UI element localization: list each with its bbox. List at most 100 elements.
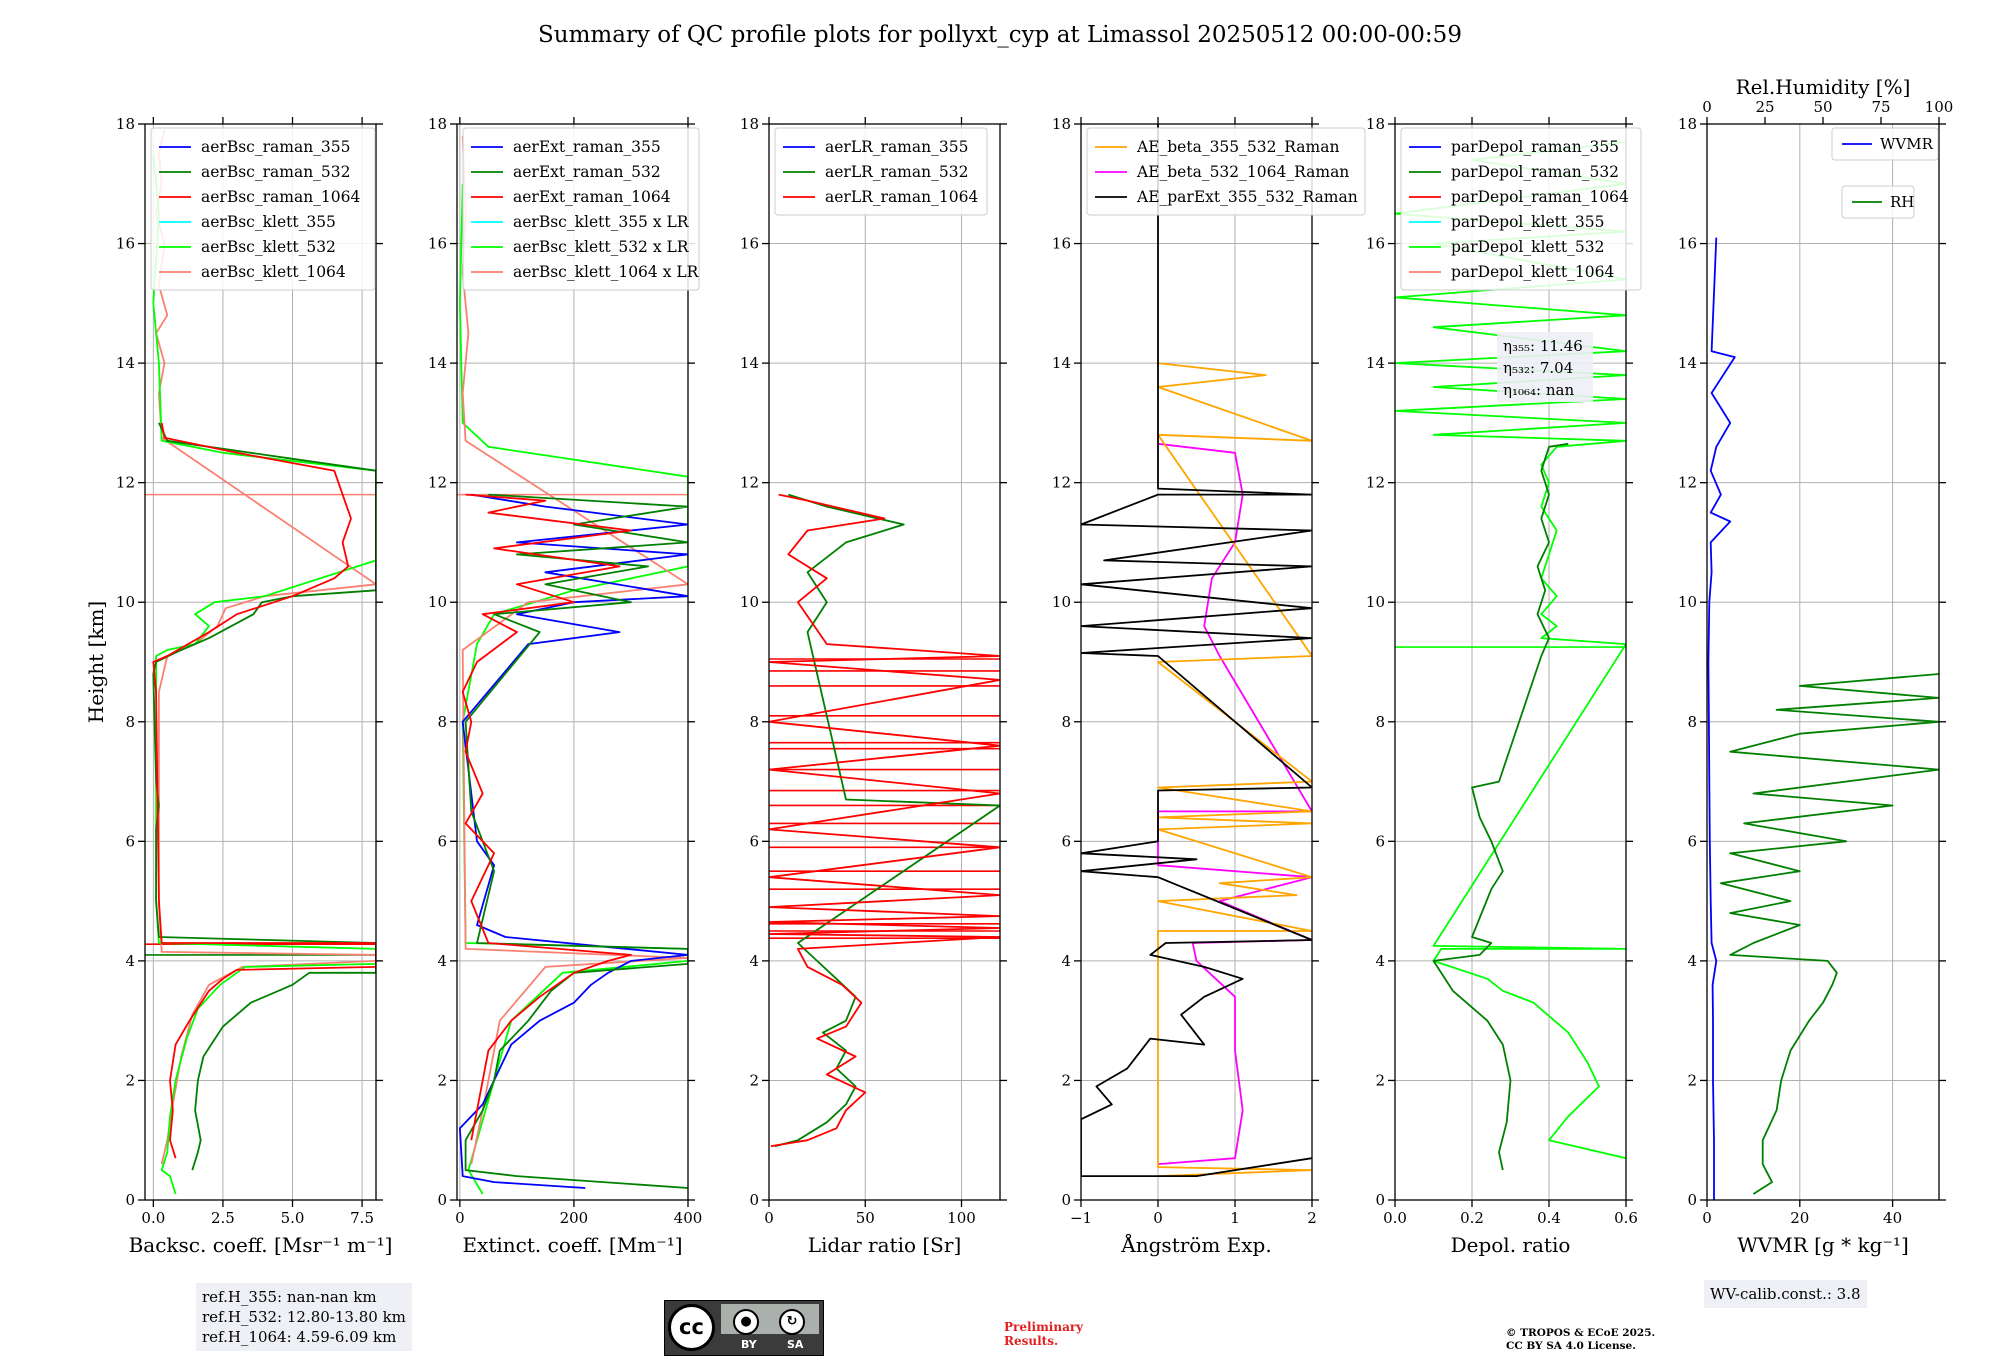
series-rh (1720, 673, 1939, 1195)
series-pardepol-raman-532 (1432, 442, 1569, 1171)
legend-label: aerLR_raman_532 (825, 163, 968, 181)
data-area-bsc (145, 129, 376, 1195)
legend-label: parDepol_klett_355 (1451, 213, 1604, 231)
y-tick-label: 12 (1366, 474, 1385, 492)
legend-label: aerLR_raman_355 (825, 138, 968, 156)
x-tick-label: 0 (1153, 1209, 1163, 1227)
series-aerext-raman-532 (464, 493, 688, 1189)
license-icon-strip: ● ↻ (721, 1304, 819, 1335)
y-tick-label: 18 (116, 115, 135, 133)
legend-box (1831, 127, 1939, 161)
top-x-axis-label: Rel.Humidity [%] (1736, 75, 1911, 99)
y-tick-label: 16 (1678, 235, 1697, 253)
y-tick-label: 16 (116, 235, 135, 253)
y-tick-label: 8 (1687, 713, 1697, 731)
legend-label: aerBsc_klett_355 x LR (513, 213, 690, 231)
series-aerbsc-raman-1064 (152, 422, 376, 1159)
legend-label: aerExt_raman_355 (513, 138, 661, 156)
eta-annotation: η₁₀₆₄: nan (1503, 381, 1574, 399)
y-tick-label: 14 (740, 354, 759, 372)
y-tick-label: 18 (428, 115, 447, 133)
eta-annotation: η₃₅₅: 11.46 (1503, 337, 1583, 355)
y-tick-label: 6 (437, 832, 447, 850)
y-tick-label: 6 (1687, 832, 1697, 850)
copyright-note: © TROPOS & ECoE 2025. CC BY SA 4.0 Licen… (1506, 1327, 1655, 1353)
series-pardepol-klett-532 (1395, 141, 1626, 1160)
y-tick-label: 0 (125, 1191, 135, 1209)
y-tick-label: 0 (437, 1191, 447, 1209)
axes-frame (1706, 123, 1940, 1201)
series-aerext-raman-1064 (461, 493, 632, 1141)
y-tick-label: 2 (1061, 1071, 1071, 1089)
panel-lr: 0 50 100 0 2 4 6 8 10 12 14 16 18 Lidar ratio [Sr] aer… (740, 115, 1007, 1257)
y-tick-label: 16 (428, 235, 447, 253)
x-tick-label: 200 (560, 1209, 589, 1227)
x-axis-label: Ångström Exp. (1120, 1232, 1271, 1257)
x-tick-label: 20 (1790, 1209, 1809, 1227)
x-tick-label: −1 (1070, 1209, 1092, 1227)
y-tick-label: 16 (1052, 235, 1071, 253)
y-tick-label: 18 (740, 115, 759, 133)
legend-label: AE_beta_355_532_Raman (1136, 138, 1339, 156)
data-area-ext (457, 135, 688, 1195)
y-tick-label: 0 (1375, 1191, 1385, 1209)
y-tick-label: 18 (1678, 115, 1697, 133)
y-tick-label: 4 (1375, 952, 1385, 970)
x-tick-label: 400 (674, 1209, 703, 1227)
y-tick-label: 10 (428, 593, 447, 611)
panel-wv: 0 20 40 0 2 4 6 8 10 12 14 16 18 WVMR [g * kg⁻¹] 0 25 50… (1678, 75, 1953, 1257)
y-tick-label: 2 (749, 1071, 759, 1089)
series-aerbsc-klett-532 (152, 153, 376, 1195)
axes-frame (456, 123, 689, 1201)
wv-calibration-constant: WV-calib.const.: 3.8 (1710, 1285, 1861, 1303)
data-area-wv (1707, 237, 1939, 1200)
series-aerlr-raman-1064 (769, 493, 1000, 1148)
y-tick-label: 6 (1375, 832, 1385, 850)
y-tick-label: 6 (125, 832, 135, 850)
copyright-line-1: © TROPOS & ECoE 2025. (1506, 1327, 1656, 1339)
series-wvmr (1707, 237, 1736, 1200)
legend-label: aerExt_raman_532 (513, 163, 661, 181)
legend-box (462, 127, 700, 291)
legend-label: AE_parExt_355_532_Raman (1136, 188, 1358, 206)
y-tick-label: 0 (1061, 1191, 1071, 1209)
y-tick-label: 14 (1366, 354, 1385, 372)
cc-logo-icon: cc (668, 1304, 715, 1351)
x-tick-label: 1 (1230, 1209, 1240, 1227)
y-tick-label: 10 (740, 593, 759, 611)
y-tick-label: 10 (1052, 593, 1071, 611)
y-tick-label: 4 (1061, 952, 1071, 970)
legend-box (150, 127, 376, 291)
legend-label: aerBsc_raman_355 (201, 138, 351, 156)
eta-box (1497, 332, 1593, 402)
panel-depol: 0.0 0.2 0.4 0.6 0 2 4 6 8 10 12 14 16 18 Depol. ratio p… (1366, 115, 1642, 1257)
y-tick-label: 14 (116, 354, 135, 372)
y-tick-label: 4 (437, 952, 447, 970)
x-tick-label: 2 (1307, 1209, 1317, 1227)
y-tick-label: 8 (749, 713, 759, 731)
x-axis-label: Extinct. coeff. [Mm⁻¹] (462, 1233, 682, 1257)
y-tick-label: 2 (437, 1071, 447, 1089)
top-x-tick-label: 0 (1702, 98, 1712, 116)
panel-bsc: 0.0 2.5 5.0 7.5 0 2 4 6 8 10 12 14 16 18 Backsc. coeff… (116, 115, 392, 1257)
y-tick-label: 4 (125, 952, 135, 970)
y-tick-label: 8 (1375, 713, 1385, 731)
top-x-tick-label: 50 (1813, 98, 1832, 116)
ref-height-355: ref.H_355: nan-nan km (202, 1288, 377, 1306)
legend-label: aerBsc_raman_1064 (201, 188, 361, 206)
y-tick-label: 12 (116, 474, 135, 492)
x-tick-label: 0.2 (1460, 1209, 1484, 1227)
y-tick-label: 14 (428, 354, 447, 372)
y-tick-label: 2 (125, 1071, 135, 1089)
y-tick-label: 12 (740, 474, 759, 492)
x-axis-label: WVMR [g * kg⁻¹] (1737, 1233, 1909, 1257)
legend-label: RH (1890, 193, 1914, 211)
x-tick-label: 50 (856, 1209, 875, 1227)
axes-frame (1394, 123, 1627, 1201)
y-tick-label: 12 (1678, 474, 1697, 492)
x-tick-label: 0.6 (1614, 1209, 1638, 1227)
x-axis-label: Depol. ratio (1451, 1233, 1571, 1257)
ref-height-1064: ref.H_1064: 4.59-6.09 km (202, 1328, 397, 1346)
legend-label: parDepol_raman_1064 (1451, 188, 1629, 206)
